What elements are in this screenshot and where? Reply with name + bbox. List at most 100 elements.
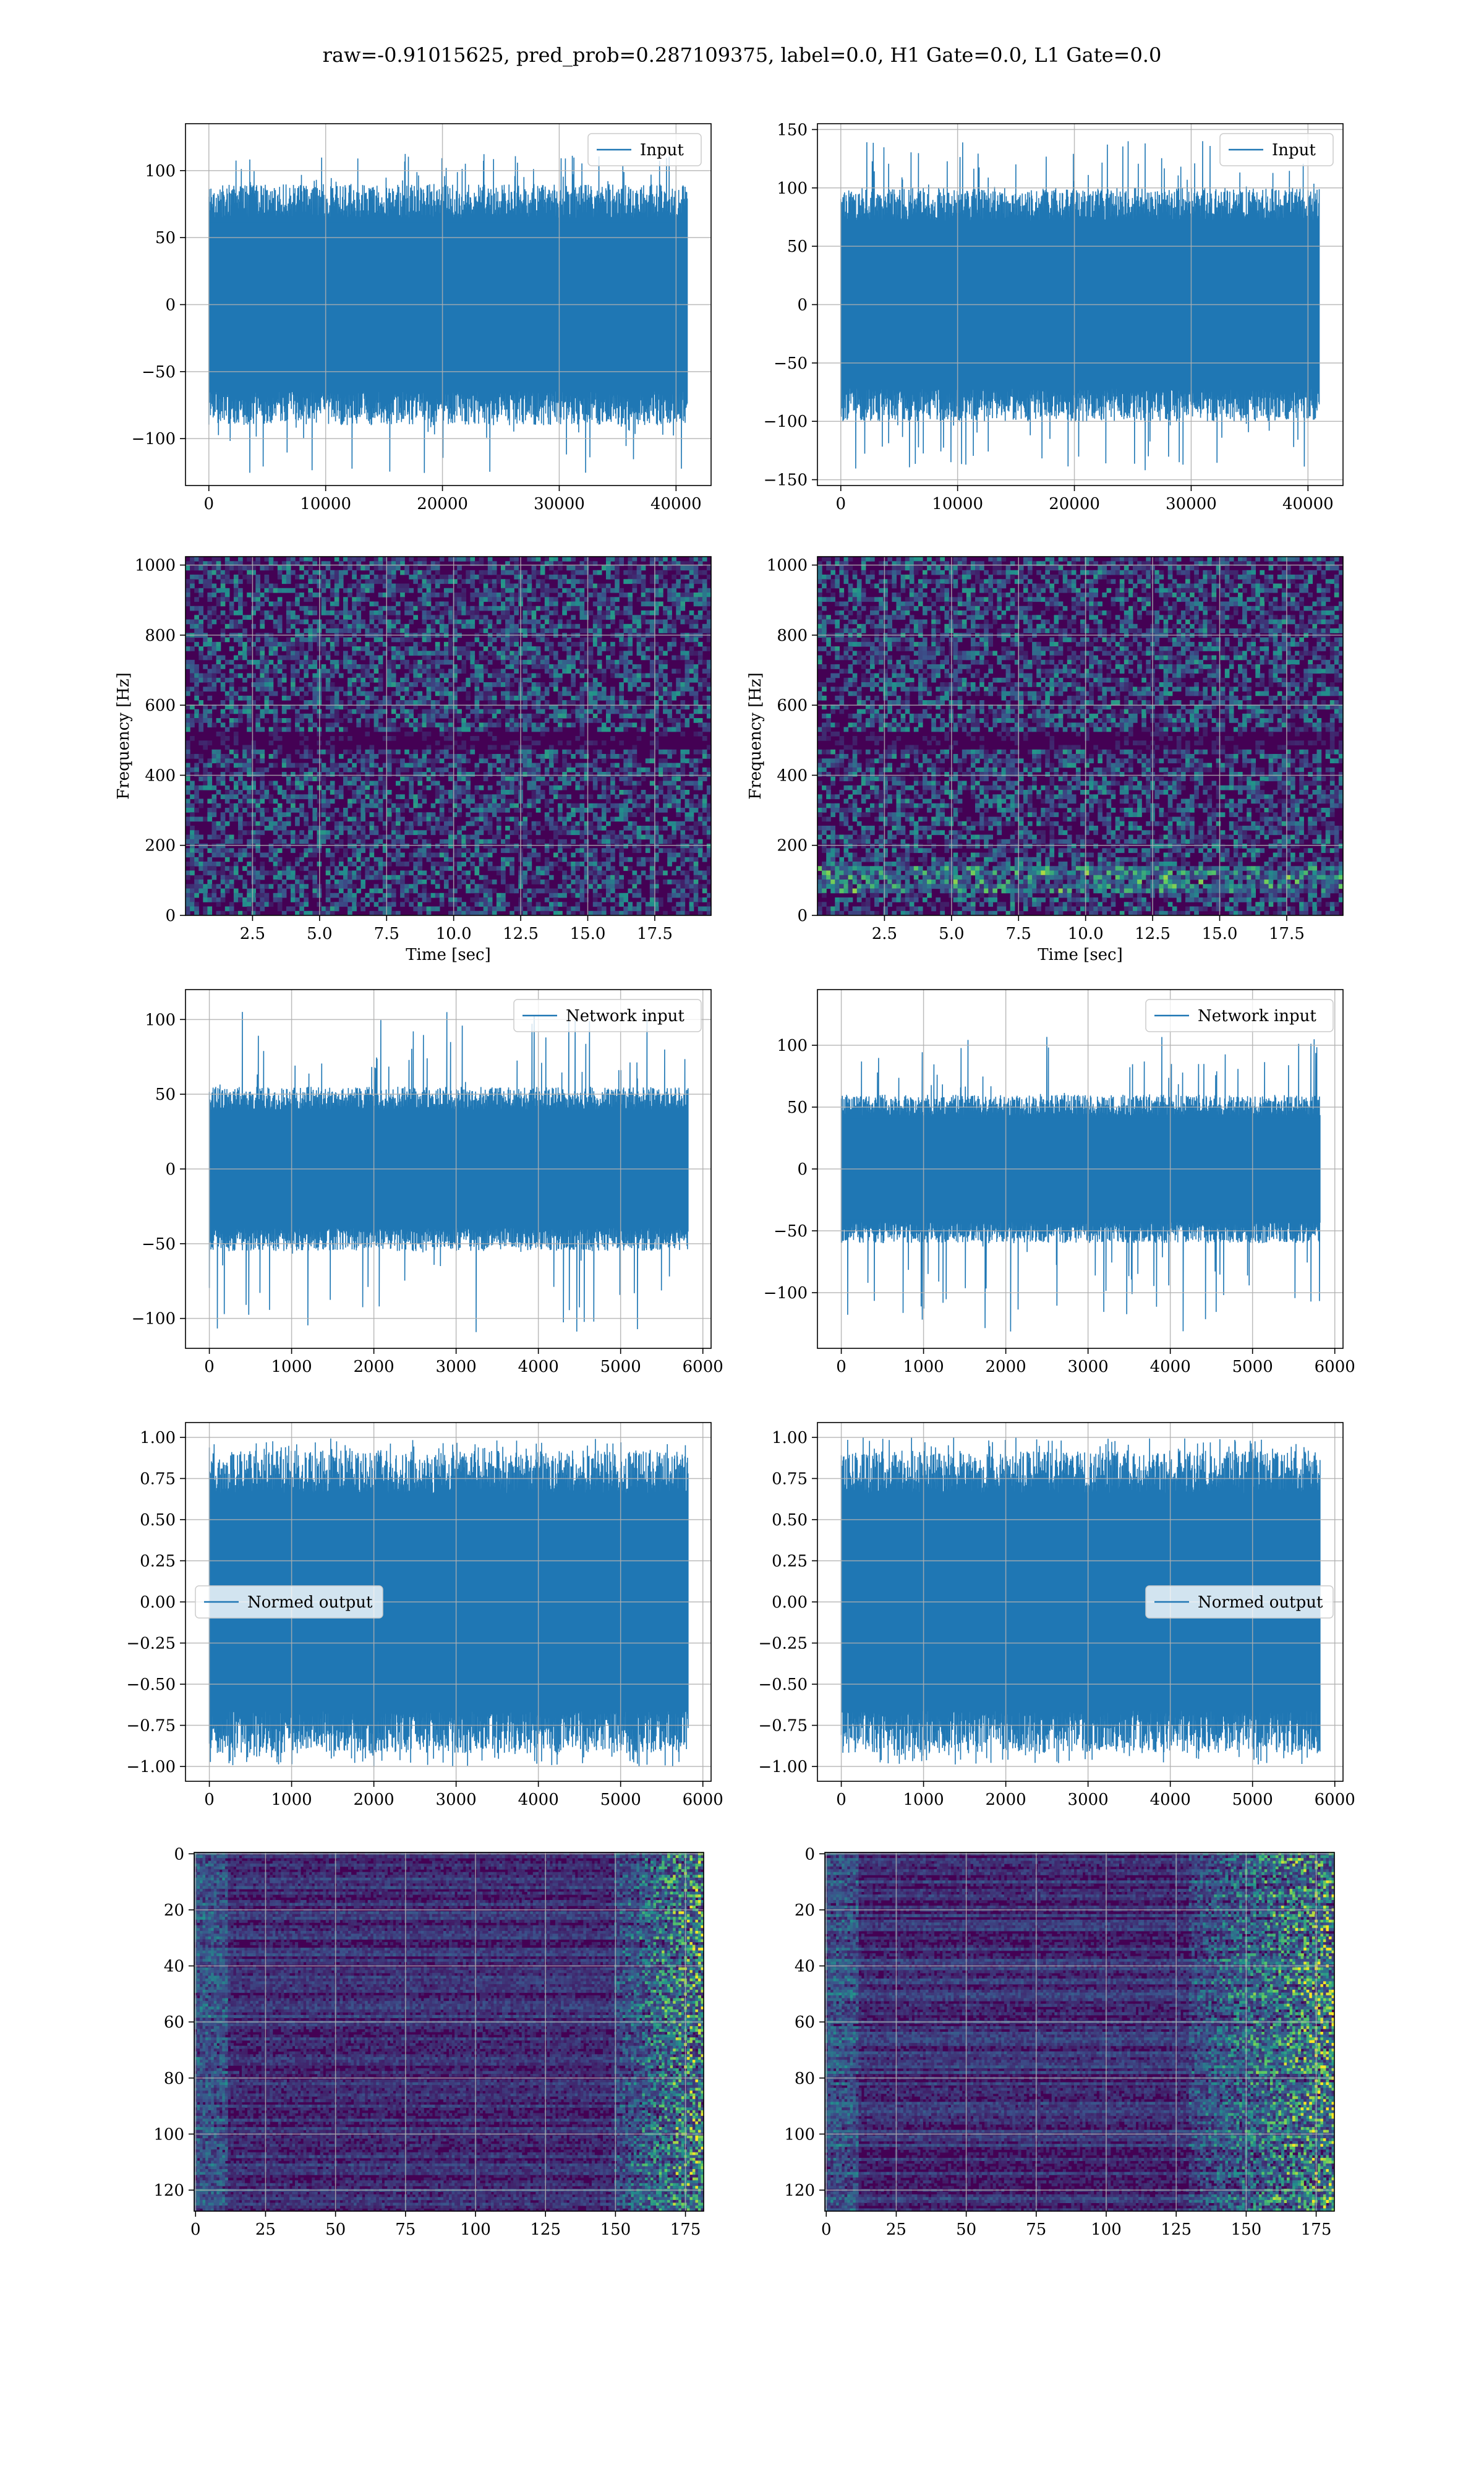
heatmap-cell — [348, 695, 352, 701]
heatmap-cell — [487, 687, 493, 692]
heatmap-cell — [492, 713, 497, 719]
heatmap-cell — [457, 758, 462, 764]
heatmap-cell — [334, 790, 339, 795]
heatmap-cell — [330, 754, 335, 759]
heatmap-cell — [527, 641, 532, 647]
heatmap-cell — [619, 593, 624, 597]
heatmap-cell — [619, 561, 624, 567]
heatmap-cell — [348, 830, 352, 836]
heatmap-cell — [453, 570, 458, 575]
heatmap-cell — [544, 619, 550, 625]
heatmap-cell — [575, 579, 581, 584]
heatmap-cell — [338, 839, 344, 844]
heatmap-cell — [553, 834, 558, 840]
heatmap-cell — [404, 844, 409, 849]
heatmap-cell — [220, 664, 226, 669]
heatmap-cell — [623, 579, 628, 584]
heatmap-cell — [684, 687, 690, 692]
heatmap-cell — [443, 588, 449, 593]
heatmap-cell — [697, 758, 703, 764]
heatmap-cell — [628, 709, 633, 714]
heatmap-cell — [224, 857, 230, 862]
heatmap-cell — [706, 848, 712, 854]
heatmap-cell — [260, 785, 265, 790]
heatmap-cell — [304, 619, 309, 625]
heatmap-cell — [597, 839, 602, 844]
heatmap-cell — [360, 623, 365, 629]
heatmap-cell — [487, 794, 493, 800]
heatmap-cell — [527, 610, 532, 615]
heatmap-cell — [514, 610, 519, 615]
heatmap-cell — [198, 852, 203, 858]
heatmap-cell — [186, 852, 190, 858]
heatmap-cell — [588, 870, 594, 876]
heatmap-cell — [417, 776, 423, 782]
heatmap-cell — [483, 772, 488, 777]
heatmap-cell — [190, 862, 195, 867]
heatmap-cell — [435, 798, 440, 804]
heatmap-cell — [190, 637, 195, 643]
heatmap-cell — [457, 803, 462, 808]
heatmap-cell — [562, 839, 567, 844]
heatmap-cell — [606, 830, 611, 836]
heatmap-cell — [610, 641, 615, 647]
heatmap-cell — [216, 781, 221, 786]
heatmap-cell — [238, 816, 243, 822]
heatmap-cell — [571, 557, 576, 562]
heatmap-cell — [562, 830, 567, 836]
heatmap-cell — [439, 794, 445, 800]
heatmap-cell — [615, 727, 620, 732]
heatmap-cell — [348, 862, 352, 867]
heatmap-cell — [505, 583, 510, 589]
heatmap-cell — [247, 557, 252, 562]
heatmap-cell — [308, 682, 313, 687]
heatmap-cell — [299, 785, 304, 790]
heatmap-cell — [373, 844, 379, 849]
heatmap-cell — [649, 664, 655, 669]
heatmap-cell — [663, 583, 668, 589]
heatmap-cell — [348, 628, 352, 633]
heatmap-cell — [203, 785, 208, 790]
heatmap-cell — [268, 821, 274, 826]
heatmap-cell — [186, 583, 190, 589]
heatmap-cell — [220, 844, 226, 849]
heatmap-cell — [548, 619, 554, 625]
heatmap-cell — [659, 646, 663, 651]
heatmap-cell — [680, 848, 686, 854]
heatmap-cell — [330, 781, 335, 786]
heatmap-cell — [330, 736, 335, 741]
heatmap-cell — [697, 682, 703, 687]
heatmap-cell — [649, 862, 655, 867]
heatmap-cell — [615, 575, 620, 580]
heatmap-cell — [466, 758, 471, 764]
heatmap-cell — [439, 628, 445, 633]
heatmap-cell — [396, 655, 401, 661]
heatmap-cell — [531, 776, 537, 782]
heatmap-cell — [343, 610, 348, 615]
heatmap-cell — [659, 593, 663, 597]
heatmap-cell — [273, 588, 278, 593]
heatmap-cell — [457, 763, 462, 768]
heatmap-cell — [338, 673, 344, 678]
heatmap-cell — [575, 704, 581, 710]
heatmap-cell — [369, 570, 375, 575]
heatmap-cell — [255, 870, 260, 876]
heatmap-cell — [413, 754, 418, 759]
heatmap-cell — [198, 776, 203, 782]
heatmap-cell — [474, 785, 480, 790]
heatmap-cell — [277, 727, 283, 732]
heatmap-cell — [356, 826, 361, 831]
heatmap-cell — [514, 790, 519, 795]
heatmap-cell — [229, 565, 234, 571]
heatmap-cell — [466, 875, 471, 880]
heatmap-cell — [628, 615, 633, 620]
heatmap-cell — [548, 758, 554, 764]
heatmap-cell — [487, 561, 493, 567]
heatmap-cell — [229, 709, 234, 714]
heatmap-cell — [295, 561, 300, 567]
heatmap-cell — [378, 709, 383, 714]
heatmap-cell — [636, 597, 642, 602]
heatmap-cell — [348, 870, 352, 876]
heatmap-cell — [396, 704, 401, 710]
heatmap-cell — [579, 862, 585, 867]
